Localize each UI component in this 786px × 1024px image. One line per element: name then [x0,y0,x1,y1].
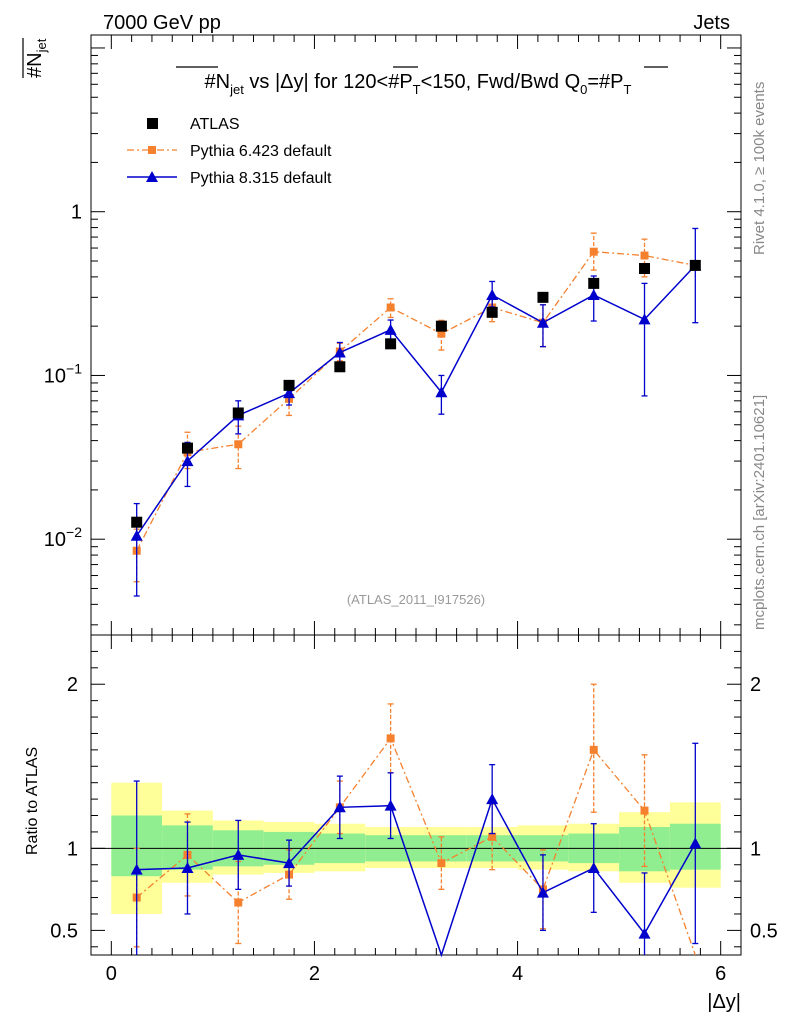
y-label-sub: jet [34,38,49,53]
legend-pythia6-label: Pythia 6.423 default [190,143,332,160]
data-point [639,262,651,274]
main-y-tick-label: 10−2 [44,524,82,551]
data-point [536,316,549,328]
ratio-data-point [234,898,243,907]
legend-atlas-label: ATLAS [190,116,240,133]
ratio-x-tick-label: 2 [309,963,320,985]
ratio-data-point [283,857,296,869]
main-axis-ticks [91,35,741,635]
legend-atlas-marker [147,118,158,129]
data-point [131,516,143,528]
svg-text:#Njet: #Njet [24,38,49,78]
data-point [588,277,600,289]
ratio-x-axis-label: |Δy| [707,991,741,1013]
data-point [689,259,701,271]
legend-pythia8-label: Pythia 8.315 default [190,170,332,187]
ratio-y-axis-label: Ratio to ATLAS [24,747,41,855]
series-pythia-8-315-default [130,227,702,597]
data-point [589,247,598,256]
legend: ATLAS Pythia 6.423 default Pythia 8.315 … [127,116,332,187]
ratio-data-point [536,886,549,898]
data-point [334,361,346,373]
data-point [638,313,651,325]
series-line [136,264,696,537]
y-label-main: #N [24,52,46,78]
data-point [333,346,346,358]
data-point [181,455,194,467]
main-plot-frame [90,34,742,636]
main-panel: 10−2 10−1 1 #Njet #Njet vs |Δy| for 120<#P… [22,34,742,636]
data-point [130,529,143,541]
ratio-plot-frame [90,634,742,956]
ratio-axis-ticks [91,635,741,955]
data-point [283,387,296,399]
plot-title: #Njet vs |Δy| for 120<#PT<150, Fwd/Bwd Q… [205,71,632,97]
data-point [435,386,448,398]
ratio-x-tick-label: 4 [512,963,523,985]
ratio-series-pythia-8-315-default [130,742,702,958]
legend-pythia6-marker [148,146,156,154]
main-y-axis-label: #Njet [22,38,49,78]
ratio-data-point [333,801,346,813]
ratio-y-tick-label-left: 0.5 [50,920,78,942]
ratio-data-point [384,799,397,811]
series-pythia-6-423-default [132,232,700,583]
data-point [386,303,395,312]
main-series-group [130,227,702,597]
ratio-series-line [136,737,696,956]
ratio-series-pythia-6-423-default [132,683,696,956]
data-point [283,379,295,391]
data-point [537,291,549,303]
ratio-x-tick-label: 6 [715,963,726,985]
ratio-series-group [130,683,702,958]
data-point [384,323,397,335]
data-point [486,288,499,300]
legend-pythia8-marker [146,171,158,182]
ratio-data-point [488,832,497,841]
data-point [232,407,244,419]
ratio-y-tick-label-right: 0.5 [750,920,778,942]
ratio-data-point [689,837,702,849]
ratio-data-point [386,734,395,743]
data-point [437,329,446,338]
ratio-data-point [589,745,598,754]
ratio-data-point [437,859,446,868]
ratio-series-line [136,797,696,958]
analysis-watermark: (ATLAS_2011_I917526) [347,592,485,607]
ratio-data-point [181,862,194,874]
ratio-x-tick-label: 0 [106,963,117,985]
ratio-panel: 0.5 0.5 1 1 2 2 0 2 4 6 Ratio to ATLAS |Δy| [24,634,778,1013]
ratio-data-point [486,793,499,805]
ratio-y-tick-label-right: 2 [750,674,761,696]
ratio-data-point [640,806,649,815]
data-point [587,288,600,300]
data-point [385,338,397,350]
main-tick-labels: 10−2 10−1 1 [44,202,82,551]
data-point [181,442,193,454]
data-point [234,440,243,449]
rivet-version-label: Rivet 4.1.0, ≥ 100k events [751,82,768,255]
ratio-tick-labels: 0.5 0.5 1 1 2 2 0 2 4 6 [50,674,778,985]
ratio-data-point [638,927,651,939]
ratio-y-tick-label-left: 2 [67,674,78,696]
header-jets-label: Jets [693,12,730,34]
data-point [435,320,447,332]
ratio-data-point [587,862,600,874]
series-line [136,251,696,552]
series-atlas [131,259,701,528]
ratio-y-tick-label-right: 1 [750,838,761,860]
main-y-tick-label: 1 [71,202,82,224]
ratio-data-point [232,848,245,860]
ratio-y-tick-label-left: 1 [67,838,78,860]
mcplots-label: mcplots.cern.ch [arXiv:2401.10621] [751,395,768,630]
ratio-data-point [130,863,143,875]
main-y-tick-label: 10−1 [44,360,82,387]
header-energy-label: 7000 GeV pp [103,12,221,34]
data-point [486,306,498,318]
data-point [640,251,649,260]
